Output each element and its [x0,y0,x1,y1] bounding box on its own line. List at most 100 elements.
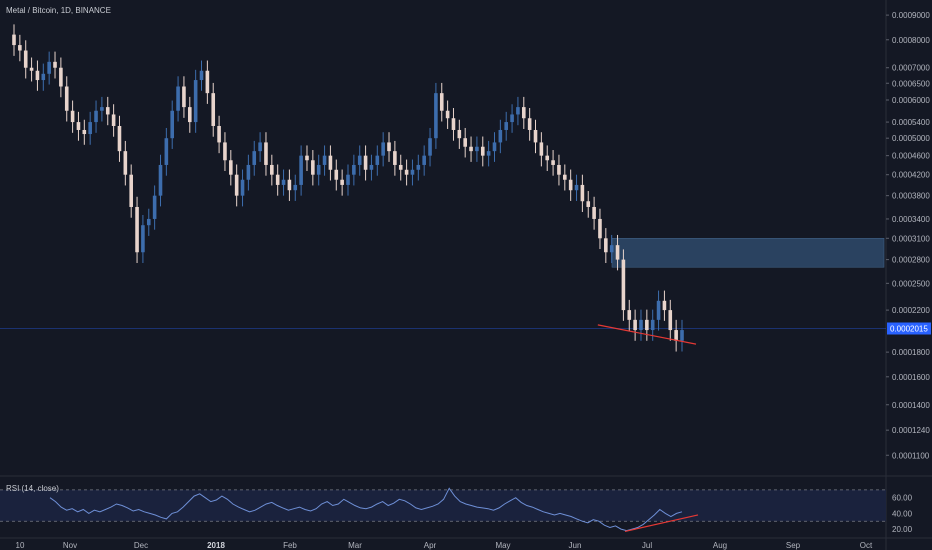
rsi-level-label: 60.00 [892,494,913,503]
price-tick-label: 0.0001600 [892,373,930,382]
time-tick-label: Nov [63,541,77,550]
candle-body [76,122,81,130]
candle-body [270,164,274,175]
price-axis[interactable]: 0.0009000 0.0008000 0.0007000 0.0006500 0.00… [886,11,931,460]
candle-body [70,110,75,123]
candle-body [258,142,262,152]
price-tick-label: 0.0005000 [892,134,930,143]
candle-body [88,122,92,135]
candle-body [287,179,292,191]
candle-body [404,169,409,175]
candle-body [211,93,216,126]
candle-body [650,319,655,331]
resistance-zone[interactable] [611,237,885,268]
candles [12,24,684,352]
candle-body [311,160,315,175]
time-tick-label: Jul [642,541,652,550]
candle-body [533,129,538,143]
candle-body [59,67,63,87]
candle-body [369,164,374,170]
candle-body [621,259,626,311]
candle-body [551,160,555,165]
candle-body [445,110,450,119]
candle-body [486,151,491,156]
candle-body [12,34,16,46]
candle-body [639,319,643,331]
candle-body [475,146,479,152]
time-tick-label: Aug [713,541,727,550]
candle-body [416,164,421,170]
candle-body [492,142,497,152]
candle-body [463,138,467,147]
candle-body [457,129,462,139]
resistance-zone-box[interactable] [611,237,885,268]
candle-body [527,118,532,130]
time-tick-label: Apr [424,541,437,550]
candle-body [35,70,40,81]
candle-body [352,164,356,175]
candle-body [668,310,673,331]
rsi-band-fill [0,489,886,522]
candle-body [182,86,186,108]
candle-body [41,73,46,81]
candle-body [627,310,632,320]
candle-body [18,45,22,51]
candle-body [316,164,321,175]
candle-body [539,142,544,156]
candle-body [64,86,69,111]
time-tick-label: Feb [283,541,297,550]
candle-body [264,142,268,165]
candle-body [23,50,28,68]
price-tick-label: 0.0001100 [892,451,930,460]
time-tick-label: 2018 [207,541,225,550]
rsi-panel[interactable]: 60.00 40.00 20.00 [0,487,913,534]
time-tick-label: Dec [134,541,148,550]
candle-body [428,138,432,156]
candle-body [656,300,661,320]
price-tick-label: 0.0001800 [892,348,930,357]
rsi-trendline[interactable] [624,514,699,533]
trendlines[interactable] [597,324,697,345]
time-tick-label: Mar [348,541,362,550]
candle-body [609,245,614,253]
candle-body [275,174,280,185]
time-tick-label: Sep [786,541,801,550]
price-tick-label: 0.0008000 [892,36,930,45]
candle-body [94,110,98,123]
candle-body [557,164,561,175]
candle-body [674,330,678,341]
candle-body [615,245,620,260]
candle-body [592,206,596,219]
candle-body [521,107,526,119]
candle-body [82,129,87,135]
candle-body [29,67,34,71]
candle-body [451,118,456,130]
rsi-level-label: 20.00 [892,525,913,534]
price-tick-label: 0.0007000 [892,64,930,73]
candle-body [100,107,104,111]
time-tick-label: Oct [860,541,873,550]
candle-body [498,129,503,143]
current-price-tag [887,322,931,335]
candle-body [187,107,192,123]
candle-body [158,164,163,196]
price-tick-label: 0.0001240 [892,426,930,435]
candle-body [662,300,667,311]
price-tick-label: 0.0004600 [892,152,930,161]
candle-body [516,107,520,115]
price-trendline[interactable] [597,324,697,345]
candle-body [422,155,426,165]
candle-body [193,80,198,123]
candle-body [357,155,362,165]
candle-body [434,93,438,139]
time-tick-label: 10 [16,541,25,550]
rsi-line[interactable] [49,487,683,532]
time-tick-label: May [495,541,510,550]
candle-body [205,70,210,94]
time-axis[interactable]: 10 Nov Dec 2018 Feb Mar Apr May Jun Jul Aug Sep Oct [16,541,873,550]
candle-body [170,110,175,139]
candle-body [164,138,169,165]
candle-body [346,174,350,185]
